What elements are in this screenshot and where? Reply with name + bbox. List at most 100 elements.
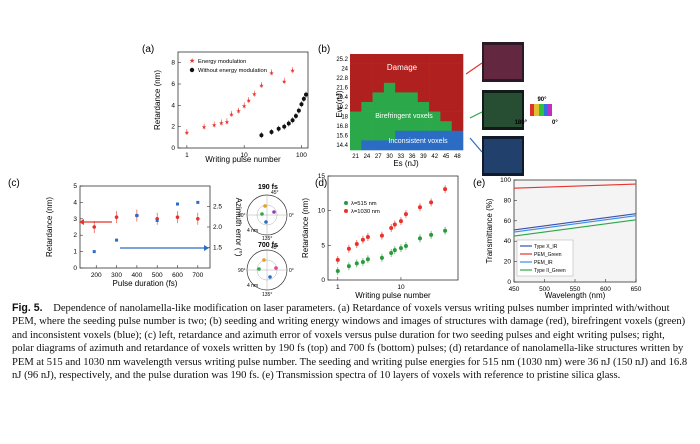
panel-a-label: (a) [142, 44, 154, 55]
heatmap-cell [361, 140, 373, 151]
y-tick-label: 21.6 [336, 86, 348, 92]
arrow-left-icon [79, 219, 84, 225]
y-tick-label: 15.6 [336, 134, 348, 140]
legend-dot-icon [189, 67, 195, 73]
legend-e-series-1: PEM_Green [534, 252, 562, 258]
heatmap-cell [406, 111, 419, 122]
retardance-point [196, 217, 200, 221]
caption-label: Fig. 5. [12, 302, 43, 314]
panel-b-cells [350, 54, 464, 151]
y-tick-label: 60 [504, 218, 512, 225]
panel-c-xlabel: Pulse duration (fs) [113, 279, 178, 288]
heatmap-cell [395, 63, 407, 74]
data-point [335, 268, 340, 273]
data-point [392, 222, 397, 227]
heatmap-cell [361, 102, 373, 112]
data-point-star: ★ [184, 130, 189, 137]
panel-d-ticks: 1 10 0 5 10 15 [318, 173, 405, 291]
heatmap-cell [406, 63, 419, 74]
data-point-star: ★ [241, 103, 246, 110]
data-point [417, 236, 422, 241]
y-tick-label: 15 [318, 173, 326, 180]
arrow-damage [465, 62, 483, 75]
heatmap-cell [417, 102, 430, 112]
panel-c-label: (c) [8, 178, 20, 189]
x-tick-label: 1 [185, 152, 189, 159]
heatmap-cell [395, 73, 407, 84]
data-point [354, 261, 359, 266]
heatmap-cell [429, 121, 441, 132]
data-point [296, 108, 301, 113]
data-point [346, 246, 351, 251]
panel-b-label: (b) [318, 44, 330, 55]
panel-e-label: (e) [473, 178, 485, 189]
data-point [365, 257, 370, 262]
panel-a-frame [177, 51, 309, 149]
heatmap-cell [350, 92, 362, 103]
heatmap-cell [361, 121, 373, 132]
arrow-right-icon [204, 245, 209, 251]
heatmap-cell [417, 73, 430, 84]
panel-b-xlabel: Es (nJ) [393, 159, 419, 168]
heatmap-cell [350, 111, 362, 122]
panel-d-label: (d) [315, 178, 327, 189]
heatmap-cell [372, 130, 385, 141]
heatmap-cell [429, 92, 441, 103]
y-tick-label: 2 [73, 232, 77, 239]
x-tick-label: 30 [386, 154, 393, 160]
panel-d-chart: (d) 1 10 0 5 10 15 Writing pulse number Retar… [301, 173, 459, 300]
x-tick-label: 400 [131, 272, 142, 279]
heatmap-cell [350, 82, 362, 93]
polar-title-700fs: 700 fs [258, 242, 278, 249]
y2-tick-label: 2.5 [213, 204, 222, 211]
data-point [276, 126, 281, 131]
heatmap-cell [395, 140, 407, 151]
data-point [429, 232, 434, 237]
data-point [389, 226, 394, 230]
heatmap-cell [417, 130, 430, 141]
heatmap-cell [361, 130, 373, 141]
x-tick-label: 600 [600, 286, 611, 293]
heatmap-cell [395, 121, 407, 132]
y-tick-label: 22.8 [336, 76, 348, 82]
y-tick-label: 20 [504, 259, 512, 266]
heatmap-cell [395, 111, 407, 122]
panel-e-ticks: 450 500 550 600 650 0 20 40 60 80 100 [500, 177, 642, 293]
data-point [379, 255, 384, 260]
heatmap-cell [417, 121, 430, 132]
panel-a-ylabel: Retardance (nm) [153, 70, 162, 130]
data-point [259, 133, 264, 138]
data-point-star: ★ [259, 83, 264, 90]
series-line [513, 213, 637, 231]
y-tick-label: 3 [73, 216, 77, 223]
data-point [403, 212, 408, 217]
polar-190-90: 90° [238, 213, 246, 219]
x-tick-label: 21 [352, 154, 359, 160]
data-point [398, 246, 403, 251]
y-tick-label: 40 [504, 238, 512, 245]
data-point [304, 92, 309, 97]
panel-a-marks: ★★ ★ ★ ★★★★★★★★★★ [184, 67, 309, 139]
heatmap-cell [372, 111, 385, 122]
heatmap-cell [440, 54, 452, 64]
heatmap-cell [451, 82, 464, 93]
y-tick-label: 0 [171, 145, 175, 152]
polar-190-45: 45° [271, 190, 279, 196]
panel-d-ylabel: Retardance (nm) [301, 198, 310, 258]
y-tick-label: 24 [341, 66, 348, 72]
data-point [398, 219, 403, 224]
heatmap-cell [440, 130, 452, 141]
azimuth-point [155, 218, 159, 222]
y-tick-label: 5 [321, 242, 325, 249]
heatmap-cell [406, 82, 419, 93]
azimuth-point [176, 202, 179, 206]
heatmap-cell [350, 73, 362, 84]
x-tick-label: 600 [172, 272, 183, 279]
legend-e-series-0: Type X_IR [534, 244, 558, 250]
heatmap-cell [395, 82, 407, 93]
data-point [335, 257, 340, 262]
x-tick-label: 36 [409, 154, 416, 160]
y-tick-label: 16.8 [336, 124, 348, 130]
x-tick-label: 550 [570, 286, 581, 293]
